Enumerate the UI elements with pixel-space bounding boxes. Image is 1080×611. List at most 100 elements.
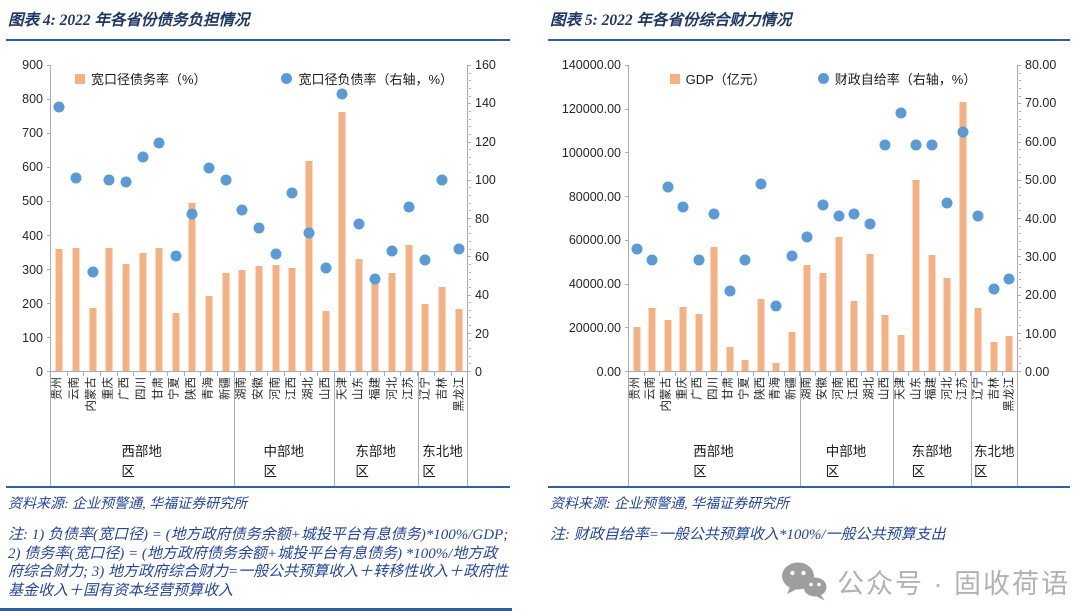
x-tick-cell xyxy=(101,372,118,376)
axis-minor-tick xyxy=(1018,355,1021,357)
bar-山东 xyxy=(912,179,920,371)
x-label-山西: 山西 xyxy=(320,377,333,405)
x-label-甘肃: 甘肃 xyxy=(723,377,736,405)
axis-minor-tick xyxy=(468,95,471,97)
dot-甘肃 xyxy=(724,285,736,297)
note-text: 注: 财政自给率=一般公共预算收入*100%/一般公共预算支出 xyxy=(550,527,946,543)
bar-云南 xyxy=(648,307,656,371)
x-label-青海: 青海 xyxy=(203,377,216,405)
y-axis-right-tick-label: 140 xyxy=(475,96,496,111)
axis-minor-tick xyxy=(468,317,471,319)
x-label-text: 青海 xyxy=(769,377,782,400)
bar-内蒙古 xyxy=(89,308,97,371)
y-axis-left-tick-label: 100000.00 xyxy=(561,145,621,160)
y-axis-right-tick-label: 30.00 xyxy=(1025,249,1057,264)
y-axis-left-tick-label: 120000.00 xyxy=(561,101,621,116)
x-label-text: 山东 xyxy=(910,377,923,400)
x-label-text: 青海 xyxy=(202,377,215,400)
y-axis-right-tick-label: 10.00 xyxy=(1025,326,1057,341)
region-labels: 西部地区 中部地区 东部地区 东北地区 xyxy=(628,438,1018,486)
y-axis-right-tick-label: 80 xyxy=(475,211,489,226)
x-label-吉林: 吉林 xyxy=(988,377,1001,405)
dot-广西 xyxy=(693,254,705,266)
wechat-icon xyxy=(782,562,827,601)
x-label-text: 陕西 xyxy=(185,377,198,400)
bar-辽宁 xyxy=(421,304,429,371)
axis-minor-tick xyxy=(468,210,471,212)
axis-tick xyxy=(1017,218,1021,219)
x-tick-cell xyxy=(800,372,816,376)
region-separator xyxy=(50,372,51,486)
x-tick-cell xyxy=(660,372,676,376)
axis-minor-tick xyxy=(1018,126,1021,128)
legend: GDP（亿元） 财政自给率（右轴，%） xyxy=(637,69,1009,88)
x-label-辽宁: 辽宁 xyxy=(420,377,433,405)
axis-minor-tick xyxy=(468,72,471,74)
x-label-text: 福建 xyxy=(369,377,382,400)
x-tick-cell xyxy=(738,372,754,376)
axis-tick xyxy=(467,141,471,143)
x-tick-cell xyxy=(335,372,352,376)
x-label-宁夏: 宁夏 xyxy=(169,377,182,405)
bar-江西 xyxy=(850,300,858,371)
axis-minor-tick xyxy=(468,80,471,82)
x-label-text: 湖北 xyxy=(302,377,315,400)
x-label-text: 内蒙古 xyxy=(85,377,98,412)
axis-minor-tick xyxy=(468,233,471,235)
dot-贵州 xyxy=(631,243,643,255)
bar-吉林 xyxy=(438,286,446,371)
source-line: 资料来源: 企业预警通, 华福证券研究所 xyxy=(8,497,248,512)
dot-江苏 xyxy=(957,126,969,138)
x-tick-cell xyxy=(301,372,318,376)
bar-天津 xyxy=(338,111,346,371)
figure-5-panel: 图表 5: 2022 年各省份综合财力情况 140000.00 120000.00… xyxy=(540,0,1080,611)
x-tick-cell xyxy=(185,372,202,376)
x-label-湖北: 湖北 xyxy=(303,377,316,405)
axis-tick xyxy=(1017,256,1021,258)
axis-minor-tick xyxy=(1018,118,1021,120)
dot-江西 xyxy=(286,187,298,199)
dot-天津 xyxy=(895,107,907,119)
x-label-陕西: 陕西 xyxy=(186,377,199,405)
dot-陕西 xyxy=(186,208,198,220)
x-label-湖南: 湖南 xyxy=(236,377,249,405)
y-axis-left-tick-label: 80000.00 xyxy=(568,189,621,204)
dot-新疆 xyxy=(220,174,232,186)
axis-minor-tick xyxy=(1018,110,1021,112)
dot-甘肃 xyxy=(153,137,165,149)
legend-item: 宽口径负债率（右轴，%） xyxy=(281,69,453,88)
dot-吉林 xyxy=(988,283,1000,295)
x-label-text: 山东 xyxy=(352,377,365,400)
x-label-河南: 河南 xyxy=(832,377,845,405)
x-tick-cell xyxy=(925,372,941,376)
dot-河南 xyxy=(270,248,282,260)
x-label-text: 江西 xyxy=(286,377,299,400)
dot-山东 xyxy=(910,139,922,151)
x-label-text: 安徽 xyxy=(252,377,265,400)
y-axis-left-tick-label: 0.00 xyxy=(596,364,621,379)
dot-四川 xyxy=(708,208,720,220)
bar-山西 xyxy=(881,314,889,371)
bar-山西 xyxy=(322,310,330,371)
x-label-新疆: 新疆 xyxy=(785,377,798,405)
x-label-四川: 四川 xyxy=(707,377,720,405)
axis-tick xyxy=(467,103,471,105)
axis-minor-tick xyxy=(468,248,471,250)
axis-tick xyxy=(625,65,629,66)
axis-minor-tick xyxy=(1018,309,1021,311)
x-label-text: 云南 xyxy=(645,377,658,400)
bar-黑龙江 xyxy=(1005,336,1013,371)
x-label-text: 重庆 xyxy=(102,377,115,400)
axis-minor-tick xyxy=(468,118,471,120)
axis-tick xyxy=(47,371,51,372)
title-rule xyxy=(6,39,510,41)
axis-tick xyxy=(1017,141,1021,143)
axis-tick xyxy=(47,269,51,270)
axis-minor-tick xyxy=(1018,348,1021,350)
x-label-text: 重庆 xyxy=(676,377,689,400)
x-tick-cell xyxy=(318,372,335,376)
title-rule xyxy=(548,39,1070,41)
x-tick-cell xyxy=(862,372,878,376)
bar-广西 xyxy=(695,313,703,371)
region-separator xyxy=(334,372,336,486)
